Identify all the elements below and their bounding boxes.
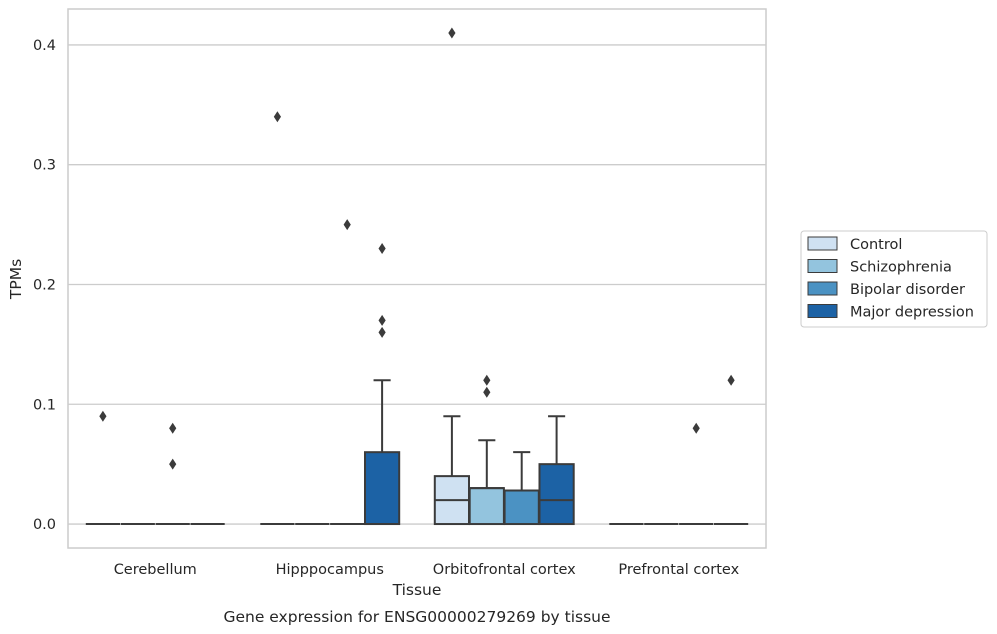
x-axis-label: Tissue bbox=[392, 581, 442, 599]
box-0-0 bbox=[85, 410, 121, 526]
x-axis-ticks: Cerebellum Hipppocampus Orbitofrontal cort… bbox=[114, 562, 740, 578]
y-tick-label: 0.4 bbox=[33, 38, 56, 54]
outlier-point bbox=[169, 458, 177, 470]
x-tick-label: Prefrontal cortex bbox=[618, 562, 739, 578]
outlier-point bbox=[483, 386, 491, 398]
y-axis-label: TPMs bbox=[7, 259, 25, 300]
box-body bbox=[538, 463, 575, 526]
outlier-point bbox=[169, 422, 177, 434]
outlier-point bbox=[483, 374, 491, 386]
chart-caption: Gene expression for ENSG00000279269 by t… bbox=[223, 608, 610, 626]
outlier-point bbox=[448, 27, 456, 39]
box-2-0 bbox=[433, 27, 471, 526]
plot-frame bbox=[67, 8, 767, 549]
legend-swatch bbox=[807, 236, 838, 251]
legend-label: Bipolar disorder bbox=[850, 282, 965, 298]
box-body bbox=[363, 451, 401, 526]
outlier-point bbox=[343, 219, 351, 231]
legend-label: Major depression bbox=[850, 305, 974, 321]
x-tick-label: Hipppocampus bbox=[276, 562, 384, 578]
box-3-3 bbox=[713, 374, 749, 526]
y-tick-label: 0.0 bbox=[33, 517, 56, 533]
y-tick-label: 0.1 bbox=[33, 397, 56, 413]
x-tick-label: Cerebellum bbox=[114, 562, 197, 578]
legend-label: Control bbox=[850, 237, 902, 253]
box-2-2 bbox=[503, 451, 540, 526]
outlier-point bbox=[273, 111, 281, 123]
box-0-2 bbox=[155, 422, 190, 526]
legend: Control Schizophrenia Bipolar disorder Majo… bbox=[800, 230, 988, 328]
outlier-point bbox=[727, 374, 735, 386]
x-tick-label: Orbitofrontal cortex bbox=[433, 562, 576, 578]
outlier-point bbox=[378, 314, 386, 326]
box-3-2 bbox=[679, 422, 714, 526]
legend-label: Schizophrenia bbox=[850, 260, 952, 276]
outlier-point bbox=[99, 410, 107, 422]
y-axis-ticks: 0.0 0.1 0.2 0.3 0.4 bbox=[33, 38, 56, 533]
legend-swatch bbox=[807, 304, 838, 318]
box-1-0 bbox=[260, 111, 295, 526]
box-body bbox=[503, 489, 540, 526]
legend-swatch bbox=[807, 259, 838, 273]
legend-frame bbox=[800, 230, 988, 328]
box-plot-series bbox=[85, 27, 749, 526]
box-2-1 bbox=[468, 374, 505, 526]
box-1-2 bbox=[330, 219, 365, 526]
outlier-point bbox=[378, 243, 386, 255]
y-tick-label: 0.3 bbox=[33, 158, 56, 174]
box-body bbox=[468, 487, 505, 526]
outlier-point bbox=[692, 422, 700, 434]
grid-lines bbox=[68, 44, 766, 525]
outlier-point bbox=[378, 326, 386, 338]
box-1-3 bbox=[363, 243, 401, 526]
box-2-3 bbox=[538, 415, 575, 526]
y-tick-label: 0.2 bbox=[33, 277, 56, 293]
legend-swatch bbox=[807, 281, 838, 296]
